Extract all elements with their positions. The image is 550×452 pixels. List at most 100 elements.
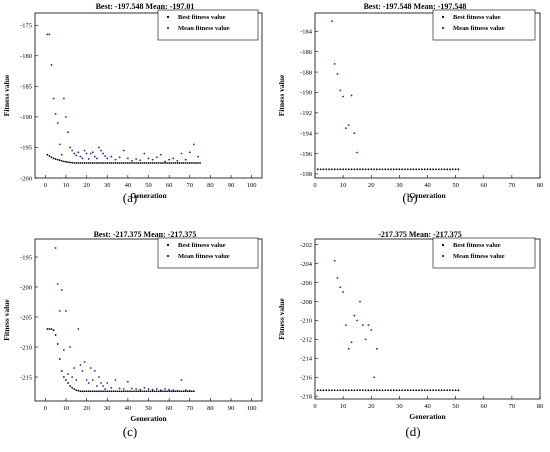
best-fitness-point [122, 390, 125, 393]
y-tick-label: -195 [20, 145, 32, 152]
best-fitness-point [112, 162, 115, 164]
chart-panel-d: -217.375 Mean: -217.375 0 10 20 30 40 50 60 70 80… [275, 226, 550, 447]
mean-fitness-point [75, 154, 78, 157]
x-tick-label: 70 [187, 182, 194, 189]
best-fitness-point [89, 162, 92, 164]
x-tick-label: 30 [104, 182, 111, 189]
mean-fitness-point [60, 289, 63, 291]
best-fitness-point [69, 161, 71, 164]
best-fitness-point [420, 389, 423, 392]
mean-fitness-point [100, 382, 102, 384]
best-fitness-point [116, 162, 119, 164]
best-fitness-point [65, 160, 67, 163]
best-fitness-point [126, 390, 129, 393]
best-fitness-point [151, 162, 154, 164]
mean-fitness-point [339, 286, 342, 289]
mean-fitness-point [356, 151, 359, 154]
best-fitness-point [412, 389, 415, 392]
best-fitness-point [446, 168, 449, 171]
mean-fitness-point [60, 153, 63, 156]
mean-fitness-point [131, 387, 133, 390]
mean-fitness-point [193, 143, 195, 146]
mean-fitness-point [71, 376, 74, 378]
best-fitness-point [149, 390, 152, 393]
legend: Best fitness value Mean fitness value [432, 9, 536, 41]
best-fitness-point [345, 168, 347, 171]
best-fitness-point [356, 168, 359, 171]
mean-fitness-point [176, 159, 179, 162]
x-tick-label: 0 [313, 403, 316, 410]
mean-fitness-point [164, 388, 166, 390]
y-tick-label: -196 [300, 151, 313, 158]
best-fitness-point [112, 390, 115, 393]
best-fitness-point [350, 168, 353, 171]
best-fitness-point [126, 162, 129, 164]
best-fitness-point [457, 168, 460, 171]
y-tick-label: -180 [20, 53, 32, 60]
best-fitness-point [60, 159, 63, 162]
best-fitness-point [356, 389, 359, 392]
best-fitness-point [166, 162, 168, 164]
legend-box [157, 9, 259, 41]
best-fitness-point [114, 390, 117, 393]
best-fitness-point [443, 168, 446, 171]
mean-fitness-point [89, 367, 92, 369]
x-tick-label: 100 [247, 182, 257, 189]
mean-fitness-point [336, 73, 339, 76]
best-fitness-point [164, 390, 166, 393]
mean-fitness-point [46, 33, 49, 36]
mean-fitness-point [143, 152, 146, 155]
mean-fitness-point [98, 146, 100, 149]
mean-fitness-point [180, 379, 183, 381]
y-tick-label: -214 [300, 356, 313, 363]
best-fitness-point [342, 389, 345, 392]
y-tick-label: -194 [300, 130, 313, 137]
x-tick-label: 60 [481, 403, 488, 410]
mean-fitness-point [375, 347, 378, 350]
mean-fitness-point [345, 127, 347, 129]
chart-c-svg: Best: -217.375 Mean: -217.375 0 10 20 30 40 50… [2, 230, 263, 423]
mean-fitness-point [98, 376, 100, 378]
mean-fitness-point [367, 324, 370, 327]
best-fitness-point [395, 389, 398, 392]
best-fitness-point [65, 379, 67, 381]
mean-fitness-point [69, 346, 71, 348]
mean-fitness-point [56, 283, 59, 285]
best-fitness-point [322, 389, 325, 392]
best-fitness-point [145, 390, 148, 393]
x-axis-label: Generation [130, 191, 167, 200]
best-fitness-point [190, 390, 193, 393]
best-fitness-point [164, 162, 166, 164]
best-fitness-point [423, 168, 426, 171]
caption-d: (d) [405, 424, 421, 439]
best-fitness-point [319, 389, 322, 392]
best-fitness-point [56, 343, 59, 345]
best-fitness-point [333, 168, 336, 171]
mean-fitness-point [197, 155, 199, 158]
best-fitness-point [176, 162, 179, 164]
x-tick-label: 60 [166, 405, 173, 412]
best-fitness-point [401, 389, 404, 392]
mean-fitness-point [75, 379, 78, 381]
best-fitness-point [454, 168, 457, 171]
best-fitness-point [390, 168, 392, 171]
mean-fitness-point [336, 276, 339, 279]
best-fitness-point [56, 158, 59, 161]
best-fitness-point [367, 168, 370, 171]
caption-b: (b) [402, 190, 418, 205]
y-axis-label: Fitness value [2, 299, 11, 341]
mean-fitness-point [48, 33, 51, 36]
best-fitness-point [124, 162, 127, 164]
best-fitness-point [347, 389, 350, 392]
best-fitness-point [147, 162, 150, 164]
best-fitness-point [93, 390, 96, 393]
mean-fitness-point [89, 152, 92, 155]
best-fitness-point [50, 328, 53, 330]
best-fitness-point [81, 390, 84, 393]
best-fitness-point [398, 168, 401, 171]
mean-fitness-point [65, 310, 67, 312]
mean-fitness-point [77, 328, 80, 330]
mean-fitness-point [147, 157, 150, 160]
mean-fitness-point [91, 379, 94, 381]
best-fitness-point [98, 162, 100, 164]
